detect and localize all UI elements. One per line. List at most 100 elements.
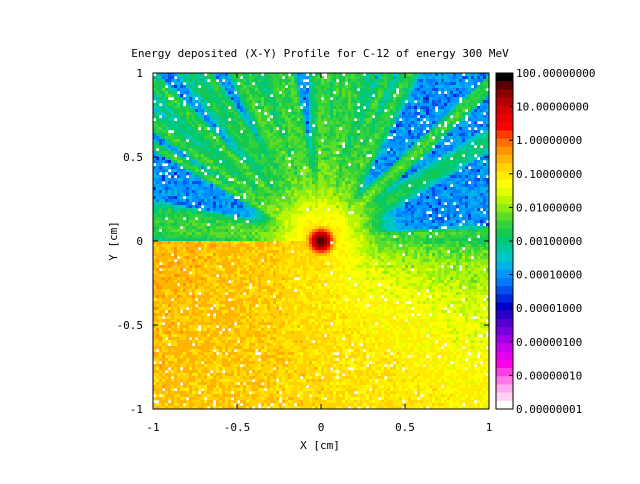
heatmap-cell xyxy=(387,118,391,122)
heatmap-cell xyxy=(285,193,289,197)
heatmap-cell xyxy=(417,154,421,158)
heatmap-cell xyxy=(411,88,415,92)
heatmap-cell xyxy=(333,169,337,173)
heatmap-cell xyxy=(426,175,430,179)
heatmap-cell xyxy=(321,100,325,104)
heatmap-cell xyxy=(354,193,358,197)
heatmap-cell xyxy=(177,121,181,125)
heatmap-cell xyxy=(306,199,310,203)
heatmap-cell xyxy=(201,88,205,92)
heatmap-cell xyxy=(414,151,418,155)
heatmap-cell xyxy=(408,181,412,185)
heatmap-cell xyxy=(465,136,469,140)
heatmap-cell xyxy=(306,211,310,215)
heatmap-cell xyxy=(297,109,301,113)
heatmap-cell xyxy=(381,172,385,176)
heatmap-cell xyxy=(300,148,304,152)
heatmap-cell xyxy=(309,166,313,170)
heatmap-cell xyxy=(243,97,247,101)
heatmap-cell xyxy=(210,205,214,209)
heatmap-cell xyxy=(207,109,211,113)
heatmap-cell xyxy=(246,190,250,194)
heatmap-cell xyxy=(204,106,208,110)
heatmap-cell xyxy=(267,73,271,77)
heatmap-cell xyxy=(195,109,199,113)
heatmap-cell xyxy=(372,163,376,167)
heatmap-cell xyxy=(228,205,232,209)
heatmap-cell xyxy=(483,85,487,89)
heatmap-cell xyxy=(309,157,313,161)
heatmap-cell xyxy=(180,79,184,83)
heatmap-cell xyxy=(444,208,448,212)
heatmap-cell xyxy=(195,175,199,179)
heatmap-cell xyxy=(237,91,241,95)
heatmap-cell xyxy=(213,154,217,158)
heatmap-cell xyxy=(183,142,187,146)
heatmap-cell xyxy=(378,187,382,191)
heatmap-cell xyxy=(264,139,268,143)
heatmap-cell xyxy=(477,169,481,173)
heatmap-cell xyxy=(432,109,436,113)
heatmap-cell xyxy=(297,154,301,158)
heatmap-cell xyxy=(387,202,391,206)
heatmap-cell xyxy=(162,82,166,86)
heatmap-cell xyxy=(153,169,157,173)
heatmap-cell xyxy=(429,205,433,209)
heatmap-cell xyxy=(267,145,271,149)
heatmap-cell xyxy=(231,100,235,104)
heatmap-cell xyxy=(390,112,394,116)
heatmap-cell xyxy=(387,130,391,134)
heatmap-cell xyxy=(360,73,364,77)
heatmap-cell xyxy=(168,166,172,170)
heatmap-cell xyxy=(204,79,208,83)
heatmap-cell xyxy=(480,124,484,128)
heatmap-cell xyxy=(180,199,184,203)
heatmap-cell xyxy=(435,124,439,128)
heatmap-cell xyxy=(369,100,373,104)
heatmap-cell xyxy=(456,163,460,167)
heatmap-cell xyxy=(327,151,331,155)
heatmap-cell xyxy=(465,82,469,86)
heatmap-cell xyxy=(342,175,346,179)
heatmap-cell xyxy=(300,187,304,191)
heatmap-cell xyxy=(468,73,472,77)
heatmap-cell xyxy=(384,154,388,158)
heatmap-cell xyxy=(456,124,460,128)
heatmap-cell xyxy=(186,121,190,125)
heatmap-cell xyxy=(438,163,442,167)
heatmap-cell xyxy=(213,205,217,209)
heatmap-cell xyxy=(189,79,193,83)
heatmap-cell xyxy=(408,112,412,116)
heatmap-cell xyxy=(198,136,202,140)
heatmap-cell xyxy=(201,163,205,167)
heatmap-cell xyxy=(288,154,292,158)
heatmap-cell xyxy=(393,73,397,77)
heatmap-cell xyxy=(366,178,370,182)
heatmap-cell xyxy=(330,148,334,152)
heatmap-cell xyxy=(201,91,205,95)
heatmap-cell xyxy=(300,208,304,212)
heatmap-cell xyxy=(279,193,283,197)
heatmap-cell xyxy=(228,157,232,161)
heatmap-cell xyxy=(159,160,163,164)
heatmap-cell xyxy=(423,199,427,203)
heatmap-cell xyxy=(195,160,199,164)
heatmap-cell xyxy=(360,145,364,149)
heatmap-cell xyxy=(444,193,448,197)
heatmap-cell xyxy=(330,73,334,77)
heatmap-cell xyxy=(330,151,334,155)
heatmap-cell xyxy=(438,103,442,107)
heatmap-cell xyxy=(477,91,481,95)
heatmap-cell xyxy=(459,172,463,176)
heatmap-cell xyxy=(402,202,406,206)
heatmap-cell xyxy=(429,97,433,101)
heatmap-cell xyxy=(159,190,163,194)
heatmap-cell xyxy=(354,103,358,107)
heatmap-cell xyxy=(204,199,208,203)
heatmap-cell xyxy=(384,115,388,119)
heatmap-cell xyxy=(318,100,322,104)
heatmap-cell xyxy=(240,163,244,167)
heatmap-cell xyxy=(402,91,406,95)
heatmap-cell xyxy=(342,196,346,200)
heatmap-cell xyxy=(420,163,424,167)
